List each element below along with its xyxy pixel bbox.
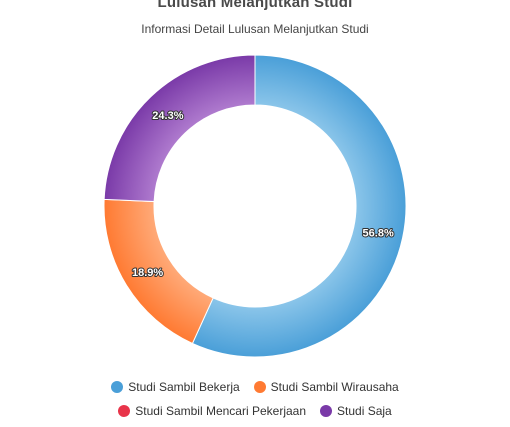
data-label: 56.8% (363, 228, 394, 240)
legend-label: Studi Saja (337, 404, 392, 418)
legend-label: Studi Sambil Mencari Pekerjaan (135, 404, 307, 418)
chart-title: Lulusan Melanjutkan Studi (157, 0, 353, 11)
legend-item-studi-sambil-wirausaha[interactable]: Studi Sambil Wirausaha (253, 380, 399, 394)
data-label: 24.3% (152, 110, 183, 122)
legend-label: Studi Sambil Wirausaha (270, 380, 399, 394)
data-label: 18.9% (132, 267, 163, 279)
legend-marker (118, 405, 131, 417)
legend-row-2: Studi Sambil Mencari Pekerjaan Studi Saj… (0, 404, 510, 418)
legend-row-1: Studi Sambil Bekerja Studi Sambil Wiraus… (0, 380, 510, 394)
legend-marker (253, 381, 266, 393)
legend-marker (111, 381, 124, 393)
legend-item-studi-sambil-mencari-pekerjaan[interactable]: Studi Sambil Mencari Pekerjaan (118, 404, 306, 418)
donut-slice-studi-saja[interactable] (103, 54, 256, 203)
legend-item-studi-sambil-bekerja[interactable]: Studi Sambil Bekerja (111, 380, 240, 394)
legend-item-studi-saja[interactable]: Studi Saja (320, 404, 392, 418)
chart-subtitle: Informasi Detail Lulusan Melanjutkan Stu… (141, 22, 369, 36)
donut-slice-studi-sambil-bekerja[interactable] (191, 54, 407, 358)
donut-chart: 56.8% 18.9% 24.3% (103, 54, 407, 358)
legend-marker (320, 405, 333, 417)
legend-label: Studi Sambil Bekerja (128, 380, 240, 394)
